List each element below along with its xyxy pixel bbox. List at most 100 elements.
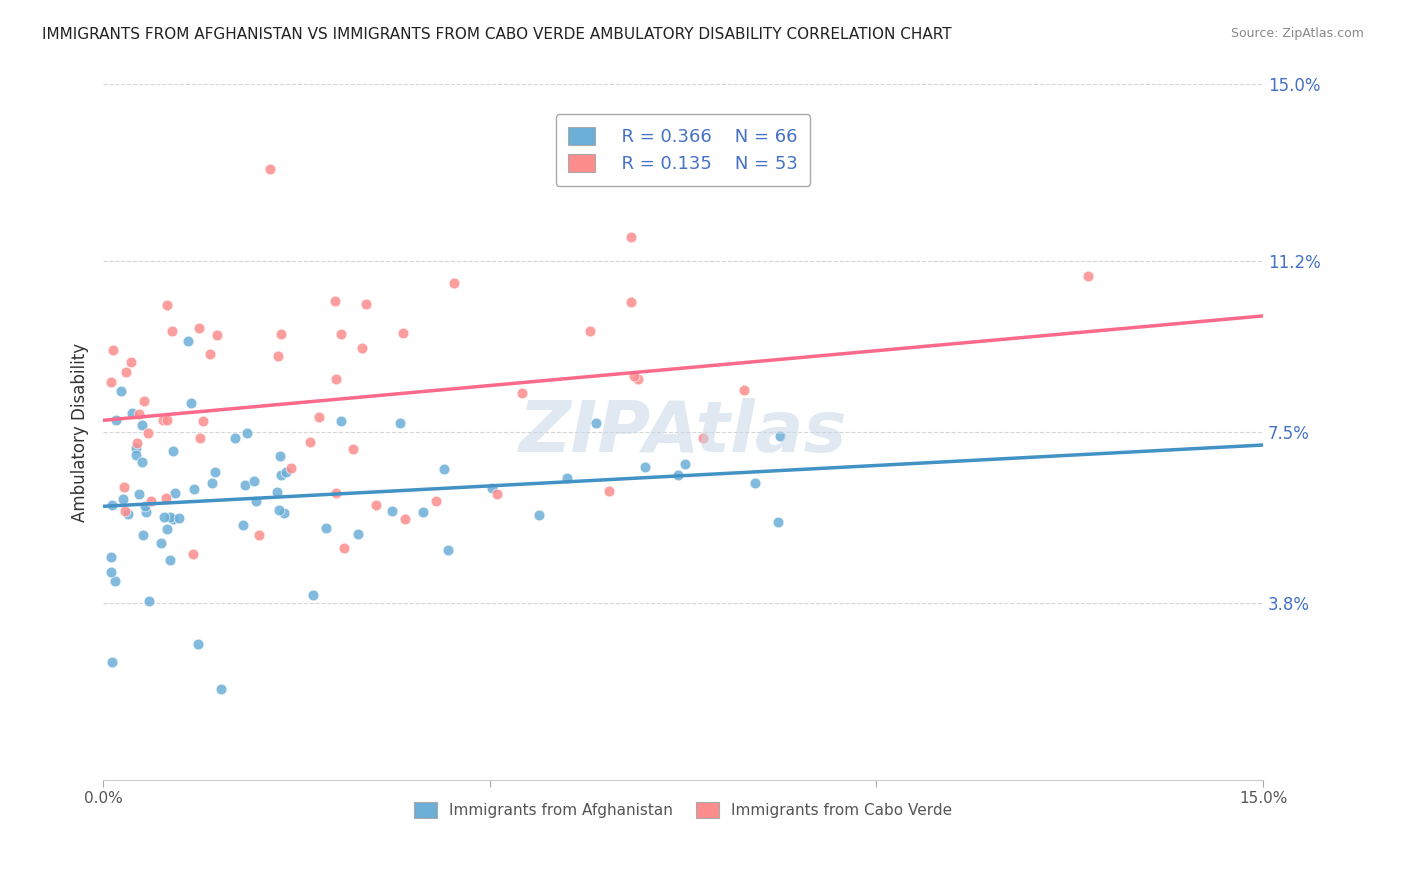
Point xyxy=(156,298,179,312)
Point xyxy=(131,455,153,469)
Point xyxy=(224,431,246,445)
Point xyxy=(156,412,179,426)
Point xyxy=(510,386,533,401)
Point xyxy=(121,406,143,420)
Point xyxy=(181,547,204,561)
Point xyxy=(308,409,330,424)
Point xyxy=(101,655,124,669)
Point xyxy=(692,431,714,445)
Point xyxy=(267,349,290,363)
Point xyxy=(585,416,607,430)
Point xyxy=(768,515,790,529)
Point xyxy=(392,326,415,340)
Point xyxy=(100,549,122,564)
Point xyxy=(527,508,550,523)
Point xyxy=(598,483,620,498)
Point xyxy=(134,500,156,514)
Point xyxy=(354,297,377,311)
Point xyxy=(114,504,136,518)
Point xyxy=(1077,268,1099,283)
Point xyxy=(412,505,434,519)
Point xyxy=(634,460,657,475)
Point xyxy=(127,435,149,450)
Point xyxy=(623,369,645,384)
Point xyxy=(332,541,354,555)
Point xyxy=(666,467,689,482)
Point xyxy=(425,493,447,508)
Point xyxy=(315,521,337,535)
Point xyxy=(136,425,159,440)
Point xyxy=(101,343,124,357)
Point xyxy=(188,321,211,335)
Point xyxy=(191,414,214,428)
Point xyxy=(733,383,755,397)
Point xyxy=(269,449,291,463)
Point xyxy=(104,574,127,589)
Point xyxy=(188,431,211,445)
Point xyxy=(159,510,181,524)
Point xyxy=(135,505,157,519)
Point xyxy=(233,478,256,492)
Point xyxy=(330,326,353,341)
Point xyxy=(150,536,173,550)
Point xyxy=(299,434,322,449)
Point xyxy=(394,511,416,525)
Point xyxy=(325,372,347,386)
Text: IMMIGRANTS FROM AFGHANISTAN VS IMMIGRANTS FROM CABO VERDE AMBULATORY DISABILITY : IMMIGRANTS FROM AFGHANISTAN VS IMMIGRANT… xyxy=(42,27,952,42)
Point xyxy=(177,334,200,348)
Point xyxy=(198,347,221,361)
Point xyxy=(350,342,373,356)
Point xyxy=(120,355,142,369)
Point xyxy=(443,276,465,290)
Point xyxy=(437,542,460,557)
Point xyxy=(138,594,160,608)
Point xyxy=(389,416,412,430)
Point xyxy=(139,493,162,508)
Point xyxy=(270,327,292,342)
Point xyxy=(128,407,150,421)
Point xyxy=(247,528,270,542)
Point xyxy=(769,429,792,443)
Point xyxy=(270,468,292,483)
Point xyxy=(364,498,387,512)
Point xyxy=(209,682,232,697)
Point xyxy=(325,486,347,500)
Point xyxy=(381,504,404,518)
Point xyxy=(245,494,267,508)
Point xyxy=(162,512,184,526)
Point xyxy=(183,482,205,496)
Point xyxy=(125,441,148,455)
Point xyxy=(187,637,209,651)
Point xyxy=(266,485,288,500)
Point xyxy=(269,502,291,516)
Point xyxy=(481,481,503,495)
Point xyxy=(131,417,153,432)
Text: ZIPAtlas: ZIPAtlas xyxy=(519,398,848,467)
Point xyxy=(243,474,266,488)
Point xyxy=(111,491,134,506)
Point xyxy=(486,487,509,501)
Point xyxy=(112,480,135,494)
Point xyxy=(201,476,224,491)
Point xyxy=(302,588,325,602)
Point xyxy=(165,486,187,500)
Point xyxy=(110,384,132,398)
Point xyxy=(330,414,353,428)
Point xyxy=(274,465,297,479)
Point xyxy=(579,324,602,338)
Point xyxy=(101,499,124,513)
Point xyxy=(156,522,179,536)
Point xyxy=(346,526,368,541)
Point xyxy=(433,462,456,476)
Point xyxy=(627,371,650,385)
Point xyxy=(342,442,364,456)
Point xyxy=(323,293,346,308)
Point xyxy=(259,161,281,176)
Point xyxy=(205,327,228,342)
Point xyxy=(128,487,150,501)
Point xyxy=(100,375,122,389)
Point xyxy=(744,476,766,491)
Point xyxy=(162,324,184,338)
Point xyxy=(673,458,696,472)
Point xyxy=(273,506,295,520)
